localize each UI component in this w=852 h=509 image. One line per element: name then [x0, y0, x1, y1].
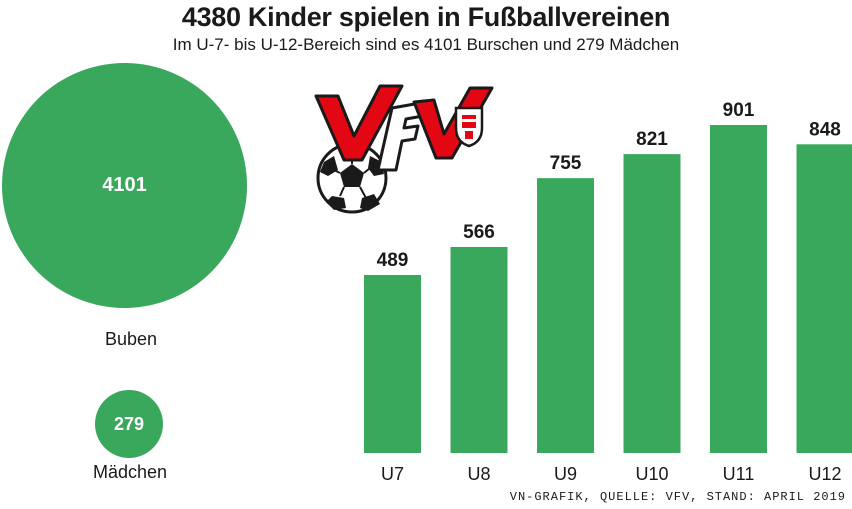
chart-title: 4380 Kinder spielen in Fußballvereinen [181, 2, 671, 32]
source-note: VN-GRAFIK, QUELLE: VFV, STAND: APRIL 201… [509, 490, 846, 504]
bar-category-label: U12 [808, 464, 841, 484]
vfv-logo [314, 84, 494, 214]
coat-of-arms-icon [454, 106, 484, 148]
bar-u9 [537, 178, 594, 453]
bar-u7 [364, 274, 421, 453]
bar-value-label: 821 [636, 129, 668, 150]
bar-category-label: U7 [381, 464, 404, 484]
bar-u11 [710, 125, 767, 453]
bar-u8 [450, 246, 508, 453]
bar-value-label: 901 [723, 100, 755, 121]
bar-category-label: U9 [554, 464, 577, 484]
bar-u12 [796, 144, 852, 453]
bubble-girls-value: 279 [113, 413, 145, 434]
bar-category-label: U8 [467, 464, 490, 484]
bubble-girls-label: Mädchen [92, 462, 168, 482]
vfv-letters [314, 84, 494, 172]
bubble-girls: 279 [95, 390, 163, 458]
bubble-boys-value: 4101 [102, 174, 147, 196]
bar-value-label: 489 [377, 250, 409, 271]
bar-category-label: U10 [635, 464, 668, 484]
bar-value-label: 755 [550, 153, 582, 174]
bar-u10 [623, 154, 681, 453]
bar-value-label: 566 [463, 222, 495, 243]
soccer-ball-icon [316, 142, 388, 214]
bar-category-label: U11 [723, 464, 755, 484]
chart-subtitle: Im U-7- bis U-12-Bereich sind es 4101 Bu… [172, 35, 680, 54]
bubble-boys-label: Buben [104, 329, 158, 349]
bar-value-label: 848 [809, 119, 841, 140]
bubble-boys: 4101 [2, 63, 247, 308]
